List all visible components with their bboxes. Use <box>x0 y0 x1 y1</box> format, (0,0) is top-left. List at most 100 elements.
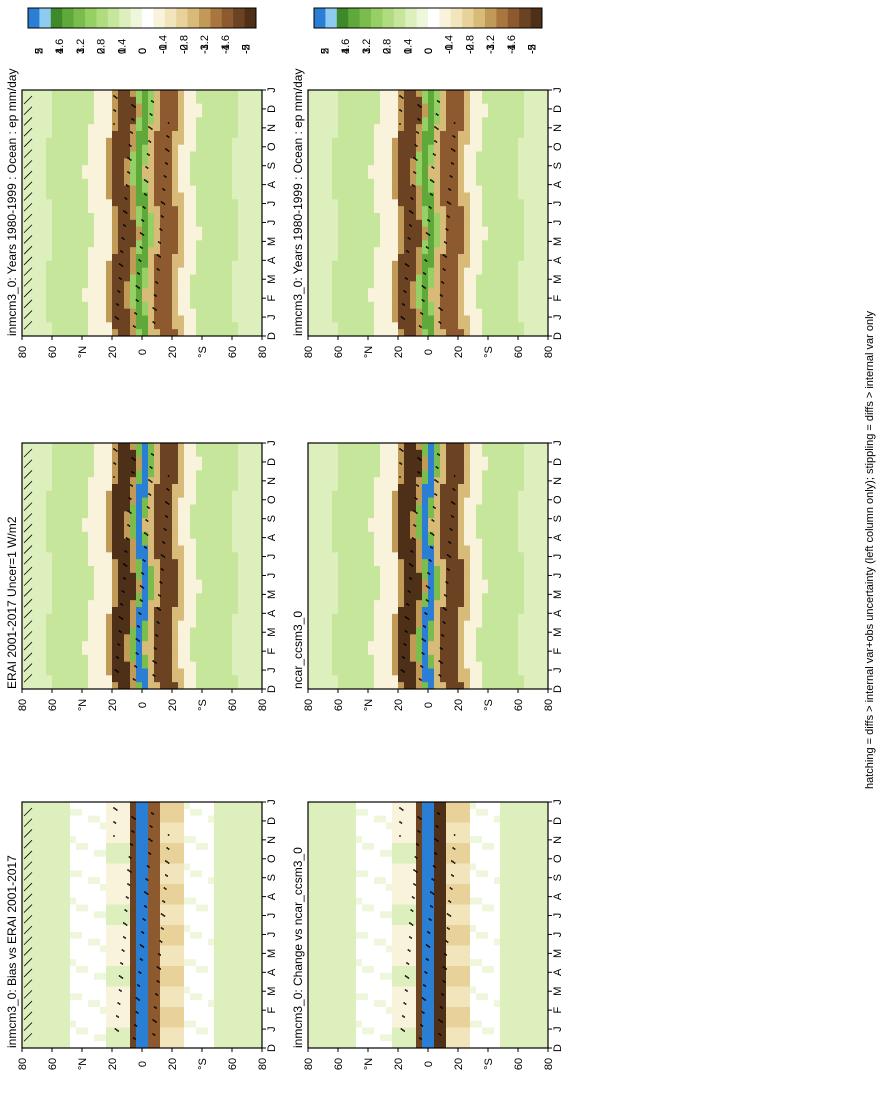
heatmap-cell <box>214 329 221 337</box>
heatmap-cell <box>154 131 161 139</box>
heatmap-cell <box>94 144 101 152</box>
heatmap-field <box>22 90 263 337</box>
heatmap-cell <box>22 219 29 228</box>
heatmap-cell <box>166 566 173 574</box>
heatmap-cell <box>34 288 41 296</box>
heatmap-cell <box>70 477 77 485</box>
heatmap-cell <box>136 613 143 622</box>
heatmap-cell <box>476 240 483 248</box>
heatmap-cell <box>202 288 209 296</box>
heatmap-cell <box>518 274 525 282</box>
heatmap-cell <box>488 260 495 269</box>
heatmap-cell <box>100 586 107 594</box>
heatmap-cell <box>458 124 465 132</box>
heatmap-cell <box>428 206 435 214</box>
heatmap-cell <box>494 158 501 166</box>
heatmap-cell <box>184 559 191 567</box>
heatmap-cell <box>130 627 137 635</box>
heatmap-cell <box>214 504 221 512</box>
heatmap-cell <box>106 518 113 526</box>
heatmap-cell <box>148 634 155 642</box>
heatmap-cell <box>76 219 83 228</box>
heatmap-cell <box>506 329 513 337</box>
heatmap-cell <box>464 213 471 221</box>
heatmap-cell <box>220 281 227 289</box>
stipple-dot <box>407 251 410 253</box>
heatmap-cell <box>160 240 167 248</box>
heatmap-cell <box>458 199 465 207</box>
heatmap-cell <box>160 260 167 269</box>
heatmap-cell <box>64 213 71 221</box>
heatmap-cell <box>112 124 119 132</box>
stipple-dot <box>436 100 439 102</box>
stipple-dot <box>124 578 127 580</box>
heatmap-cell <box>58 675 65 683</box>
heatmap-cell <box>332 165 339 173</box>
heatmap-cell <box>130 301 137 310</box>
heatmap-cell <box>410 288 417 296</box>
heatmap-cell <box>232 144 239 152</box>
heatmap-cell <box>518 213 525 221</box>
heatmap-cell <box>136 219 143 228</box>
heatmap-cell <box>214 315 221 323</box>
heatmap-cell <box>398 295 405 303</box>
heatmap-cell <box>506 96 513 105</box>
heatmap-cell <box>470 185 477 193</box>
heatmap-cell <box>76 449 83 458</box>
heatmap-cell <box>392 240 399 248</box>
heatmap-cell <box>40 267 47 275</box>
heatmap-cell <box>52 131 59 139</box>
heatmap-cell <box>58 627 65 635</box>
heatmap-cell <box>64 682 71 690</box>
heatmap-cell <box>524 90 531 98</box>
heatmap-cell <box>482 103 489 111</box>
heatmap-cell <box>22 600 29 608</box>
heatmap-cell <box>166 443 173 451</box>
heatmap-cell <box>226 226 233 234</box>
heatmap-cell <box>410 240 417 248</box>
heatmap-cell <box>82 620 89 628</box>
heatmap-cell <box>124 497 131 505</box>
heatmap-cell <box>374 158 381 166</box>
heatmap-cell <box>536 329 543 337</box>
heatmap-cell <box>118 682 125 690</box>
heatmap-cell <box>112 96 119 105</box>
heatmap-cell <box>64 137 71 146</box>
heatmap-cell <box>190 668 197 676</box>
heatmap-cell <box>476 206 483 214</box>
stipple-dot <box>436 128 439 130</box>
heatmap-cell <box>256 322 263 330</box>
heatmap-cell <box>488 329 495 337</box>
heatmap-cell <box>244 329 251 337</box>
heatmap-cell <box>416 329 423 337</box>
heatmap-cell <box>380 117 387 125</box>
heatmap-cell <box>190 456 197 464</box>
heatmap-cell <box>166 600 173 608</box>
heatmap-cell <box>124 240 131 248</box>
heatmap-cell <box>64 566 71 574</box>
heatmap-cell <box>232 137 239 146</box>
heatmap-cell <box>160 531 167 540</box>
heatmap-cell <box>238 572 245 581</box>
heatmap-cell <box>118 103 125 111</box>
heatmap-cell <box>106 254 113 262</box>
heatmap-cell <box>184 295 191 303</box>
heatmap-cell <box>52 504 59 512</box>
stipple-dot <box>132 472 135 474</box>
heatmap-cell <box>58 641 65 649</box>
heatmap-cell <box>52 96 59 105</box>
heatmap-cell <box>494 144 501 152</box>
heatmap-cell <box>410 124 417 132</box>
heatmap-cell <box>494 329 501 337</box>
heatmap-cell <box>452 288 459 296</box>
heatmap-cell <box>184 240 191 248</box>
heatmap-cell <box>202 117 209 125</box>
stipple-dot <box>163 203 166 205</box>
heatmap-cell <box>512 219 519 228</box>
heatmap-cell <box>178 511 185 519</box>
heatmap-cell <box>88 288 95 296</box>
heatmap-cell <box>238 559 245 567</box>
heatmap-cell <box>130 654 137 663</box>
stipple-dot <box>406 250 408 252</box>
heatmap-cell <box>542 295 549 303</box>
